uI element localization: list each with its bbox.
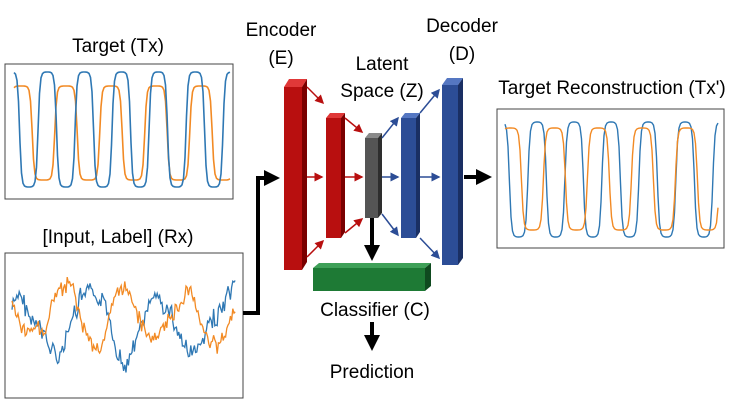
input-to-encoder-arrow: [243, 170, 280, 315]
input-plot-frame: [4, 252, 244, 399]
input-blue-trace: [11, 280, 236, 373]
reconstruction-plot-frame: [496, 108, 725, 249]
reconstruction-blue-trace: [504, 121, 719, 238]
classifier-label: Classifier (C): [320, 300, 430, 321]
encoder-connections: [306, 86, 364, 258]
encoder-layer-2: [326, 113, 345, 238]
classifier-block: [313, 263, 431, 291]
decoder-layer-1: [401, 113, 420, 238]
decoder-connections: [381, 88, 441, 260]
latent-sub-label: Space (Z): [340, 81, 423, 102]
input-orange-trace: [11, 276, 236, 355]
reconstruction-label: Target Reconstruction (Tx'): [498, 78, 725, 99]
prediction-label: Prediction: [330, 362, 415, 383]
input-label: [Input, Label] (Rx): [42, 227, 193, 248]
encoder-layer-1: [284, 79, 307, 270]
target-label: Target (Tx): [72, 36, 164, 57]
reconstruction-orange-trace: [504, 127, 719, 231]
latent-space-block: [365, 133, 382, 218]
encoder-sub-label: (E): [268, 48, 293, 69]
decoder-sub-label: (D): [449, 44, 475, 65]
target-plot-frame: [4, 63, 234, 200]
decoder-layer-2: [442, 78, 463, 265]
decoder-label: Decoder: [426, 16, 498, 37]
target-orange-trace: [13, 85, 231, 181]
encoder-label: Encoder: [246, 20, 317, 41]
latent-label: Latent: [356, 54, 410, 75]
target-blue-trace: [13, 71, 231, 188]
